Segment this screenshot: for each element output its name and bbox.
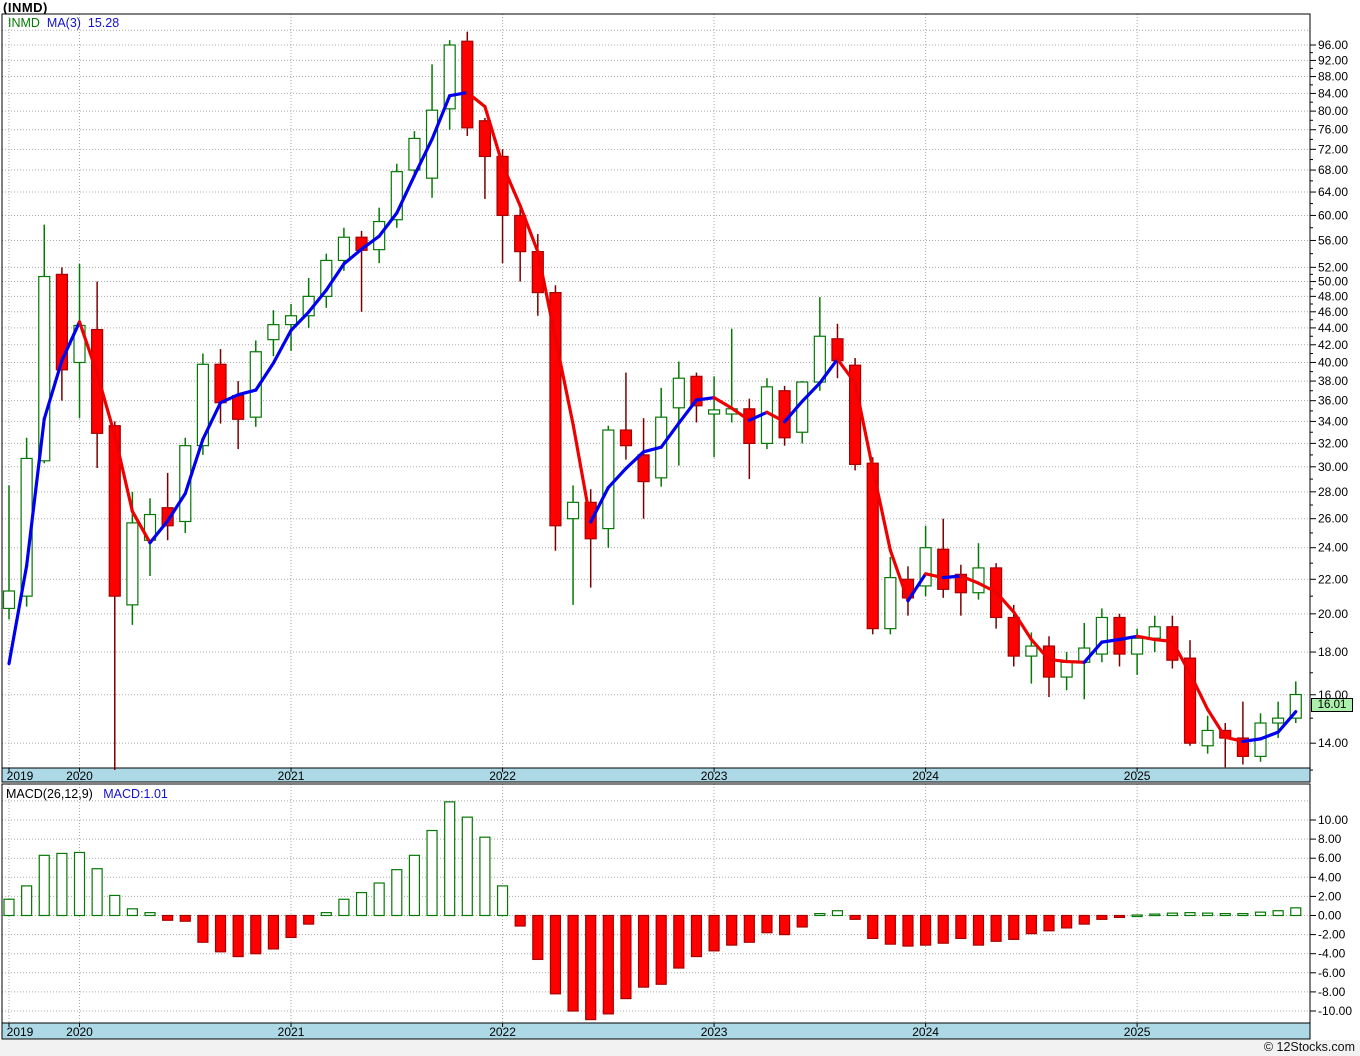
svg-text:52.00: 52.00 xyxy=(1318,260,1348,274)
svg-text:-2.00: -2.00 xyxy=(1318,928,1346,942)
svg-text:44.00: 44.00 xyxy=(1318,321,1348,335)
svg-text:42.00: 42.00 xyxy=(1318,338,1348,352)
macd-params-label: MACD(26,12,9) xyxy=(6,787,93,801)
svg-text:18.00: 18.00 xyxy=(1318,645,1348,659)
moving-average-layer xyxy=(7,90,1298,744)
svg-text:2023: 2023 xyxy=(701,1025,728,1039)
svg-text:76.00: 76.00 xyxy=(1318,123,1348,137)
svg-text:2022: 2022 xyxy=(489,769,516,783)
svg-text:2025: 2025 xyxy=(1124,769,1151,783)
svg-text:68.00: 68.00 xyxy=(1318,163,1348,177)
svg-text:2019: 2019 xyxy=(7,769,34,783)
svg-text:72.00: 72.00 xyxy=(1318,142,1348,156)
svg-text:84.00: 84.00 xyxy=(1318,86,1348,100)
ma-value: 15.28 xyxy=(87,16,120,30)
svg-text:46.00: 46.00 xyxy=(1318,305,1348,319)
svg-text:50.00: 50.00 xyxy=(1318,275,1348,289)
svg-text:2019: 2019 xyxy=(7,1025,34,1039)
svg-text:2024: 2024 xyxy=(912,769,939,783)
svg-text:2025: 2025 xyxy=(1124,1025,1151,1039)
svg-text:30.00: 30.00 xyxy=(1318,460,1348,474)
svg-text:56.00: 56.00 xyxy=(1318,233,1348,247)
svg-text:-6.00: -6.00 xyxy=(1318,966,1346,980)
copyright-credit[interactable]: © 12Stocks.com xyxy=(1263,1040,1355,1054)
gridlines-layer xyxy=(2,14,1310,1023)
svg-text:2021: 2021 xyxy=(278,1025,305,1039)
macd-histogram-layer xyxy=(3,801,1302,1021)
svg-text:24.00: 24.00 xyxy=(1318,541,1348,555)
ma-label: MA(3) xyxy=(46,16,81,30)
svg-text:28.00: 28.00 xyxy=(1318,485,1348,499)
svg-text:96.00: 96.00 xyxy=(1318,38,1348,52)
symbol-label: INMD xyxy=(8,16,40,30)
price-legend: INMD MA(3) 15.28 xyxy=(8,16,119,30)
svg-text:14.00: 14.00 xyxy=(1318,736,1348,750)
svg-text:2023: 2023 xyxy=(701,769,728,783)
svg-text:10.00: 10.00 xyxy=(1318,813,1348,827)
svg-text:2020: 2020 xyxy=(66,769,93,783)
svg-text:2021: 2021 xyxy=(278,769,305,783)
svg-text:92.00: 92.00 xyxy=(1318,53,1348,67)
svg-text:26.00: 26.00 xyxy=(1318,512,1348,526)
svg-text:-4.00: -4.00 xyxy=(1318,947,1346,961)
svg-text:4.00: 4.00 xyxy=(1318,870,1342,884)
svg-text:64.00: 64.00 xyxy=(1318,185,1348,199)
svg-text:36.00: 36.00 xyxy=(1318,394,1348,408)
svg-text:6.00: 6.00 xyxy=(1318,851,1342,865)
credit-strip xyxy=(0,1040,1360,1056)
svg-text:2022: 2022 xyxy=(489,1025,516,1039)
page-title: (INMD) xyxy=(3,0,48,15)
svg-text:80.00: 80.00 xyxy=(1318,104,1348,118)
svg-text:2020: 2020 xyxy=(66,1025,93,1039)
svg-text:38.00: 38.00 xyxy=(1318,374,1348,388)
svg-text:2024: 2024 xyxy=(912,1025,939,1039)
last-price-badge: 16.01 xyxy=(1311,697,1353,712)
svg-text:40.00: 40.00 xyxy=(1318,355,1348,369)
svg-text:-8.00: -8.00 xyxy=(1318,985,1346,999)
svg-text:0.00: 0.00 xyxy=(1318,909,1342,923)
svg-text:32.00: 32.00 xyxy=(1318,436,1348,450)
svg-text:8.00: 8.00 xyxy=(1318,832,1342,846)
svg-text:48.00: 48.00 xyxy=(1318,289,1348,303)
macd-legend: MACD(26,12,9) MACD:1.01 xyxy=(6,787,168,801)
svg-text:22.00: 22.00 xyxy=(1318,572,1348,586)
svg-text:2.00: 2.00 xyxy=(1318,889,1342,903)
svg-text:20.00: 20.00 xyxy=(1318,607,1348,621)
axis-bands-layer xyxy=(1,13,1311,1040)
macd-value-label: MACD:1.01 xyxy=(103,787,168,801)
svg-text:60.00: 60.00 xyxy=(1318,208,1348,222)
svg-text:-10.00: -10.00 xyxy=(1318,1004,1352,1018)
svg-text:34.00: 34.00 xyxy=(1318,414,1348,428)
svg-text:88.00: 88.00 xyxy=(1318,70,1348,84)
axis-labels-layer: 2019 2019 2020 2020 2021 2021 2022 2022 2023 2023… xyxy=(7,38,1353,1039)
